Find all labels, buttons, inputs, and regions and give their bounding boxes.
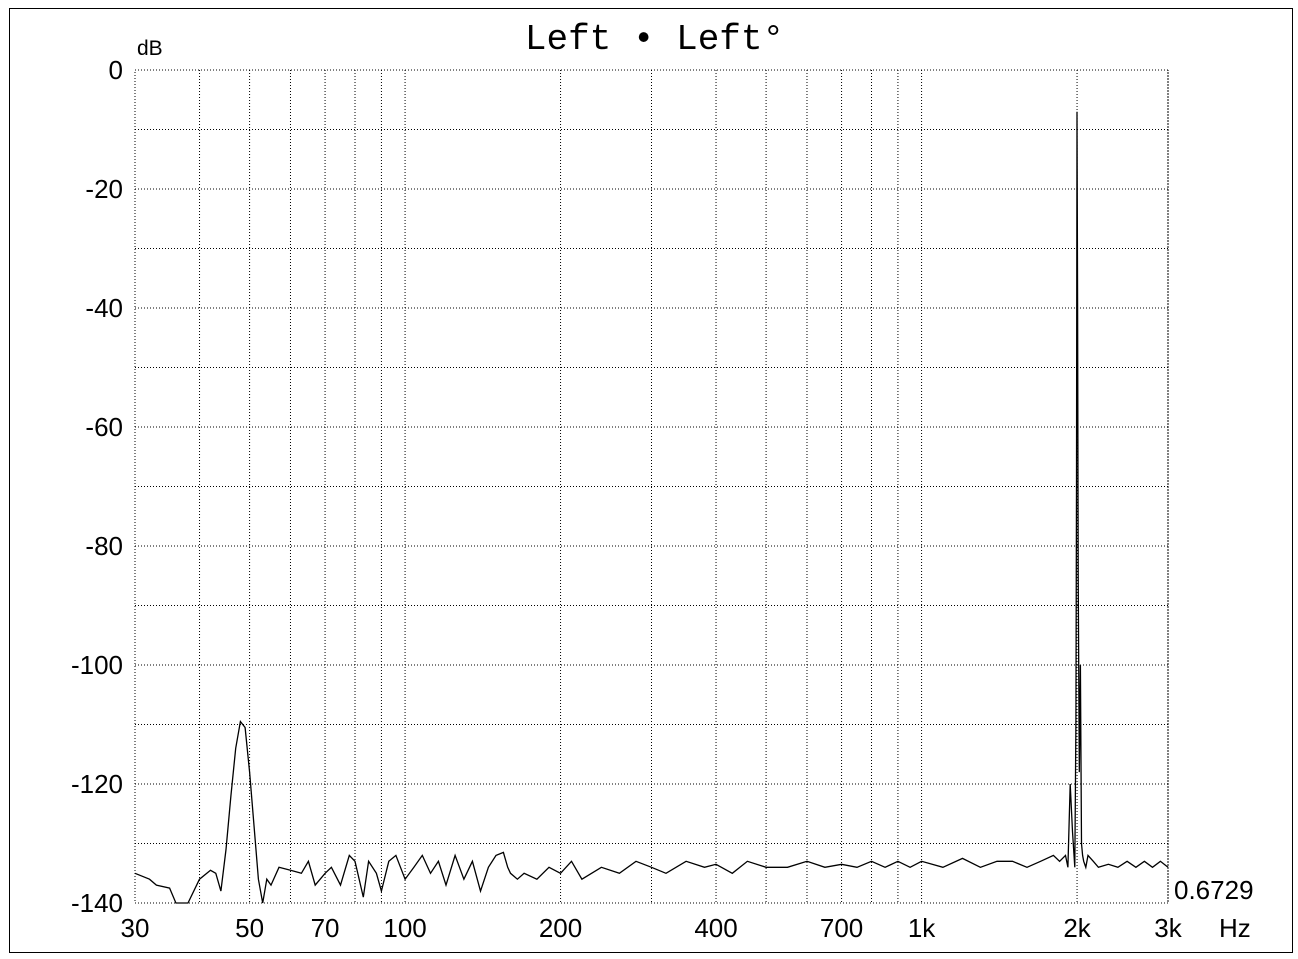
y-tick-label: 0	[109, 55, 123, 85]
chart-frame: 0 -20 -40 -60 -80 -100 -120 -140 30 50 70 100 200 400…	[9, 8, 1293, 953]
x-tick-label: 400	[694, 913, 737, 943]
y-axis-label: dB	[137, 37, 163, 60]
grid	[135, 69, 1169, 904]
x-tick-label: 30	[121, 913, 150, 943]
x-tick-label: 700	[820, 913, 863, 943]
corner-value: 0.6729	[1174, 875, 1254, 905]
x-axis-label: Hz	[1219, 913, 1251, 943]
x-tick-label: 50	[235, 913, 264, 943]
x-tick-label: 1k	[908, 913, 936, 943]
x-tick-label: 70	[311, 913, 340, 943]
y-tick-label: -40	[85, 293, 123, 323]
x-tick-label: 3k	[1154, 913, 1182, 943]
y-tick-label: -80	[85, 531, 123, 561]
y-tick-label: -20	[85, 174, 123, 204]
x-tick-label: 200	[539, 913, 582, 943]
y-tick-label: -60	[85, 412, 123, 442]
y-tick-label: -100	[71, 650, 123, 680]
y-tick-label: -120	[71, 769, 123, 799]
spectrum-line	[134, 111, 1169, 904]
x-tick-label: 100	[383, 913, 426, 943]
plot-area	[134, 69, 1169, 904]
series-layer	[134, 111, 1169, 904]
chart-title: Left • Left°	[525, 19, 784, 60]
y-tick-label: -140	[71, 888, 123, 918]
x-tick-label: 2k	[1063, 913, 1091, 943]
